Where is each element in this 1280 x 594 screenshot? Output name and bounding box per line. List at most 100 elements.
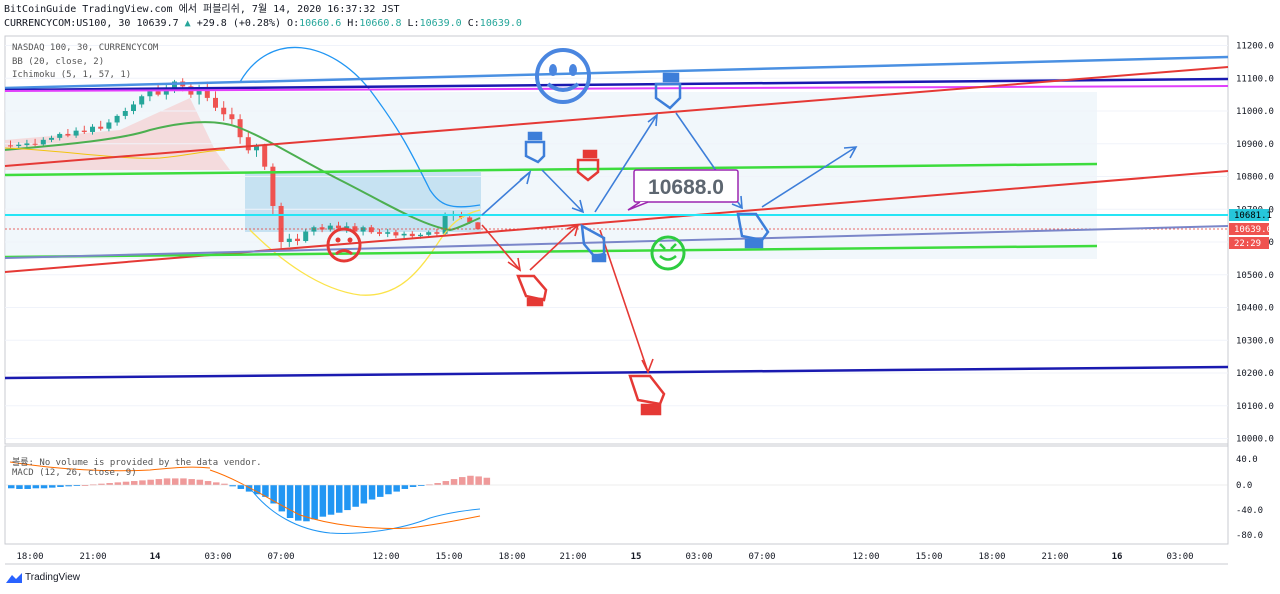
- time-tick-label: 07:00: [267, 552, 294, 562]
- bb-legend[interactable]: BB (20, close, 2): [12, 57, 105, 67]
- ichimoku-legend[interactable]: Ichimoku (5, 1, 57, 1): [12, 70, 132, 80]
- macd-bar: [467, 475, 474, 485]
- candle-body: [336, 225, 341, 229]
- macd-bar: [147, 479, 154, 485]
- candle-body: [81, 130, 87, 132]
- tradingview-logo[interactable]: TradingView: [6, 572, 80, 583]
- macd-bar: [163, 478, 171, 485]
- macd-bar: [16, 485, 23, 489]
- candle-body: [221, 107, 227, 115]
- macd-bar: [393, 485, 400, 492]
- change-arrow-icon: ▲: [184, 18, 191, 29]
- time-tick-label: 18:00: [978, 552, 1005, 562]
- time-tick-label: 14: [150, 552, 161, 562]
- candle-body: [434, 232, 440, 234]
- close-label: C:: [467, 18, 480, 29]
- macd-tick-label: 40.0: [1236, 455, 1258, 465]
- magenta-line: [4, 85, 1229, 92]
- macd-legend[interactable]: MACD (12, 26, close, 9): [12, 468, 137, 478]
- navy-resistance-line: [4, 77, 1229, 92]
- macd-bar: [73, 485, 81, 486]
- candle-body: [204, 88, 210, 98]
- svg-text:22:29: 22:29: [1234, 239, 1261, 249]
- time-tick-label: 12:00: [372, 552, 399, 562]
- time-axis-ticks[interactable]: 18:00 21:00 14 03:00 07:00 12:00 15:00 18:00 21:…: [16, 552, 1193, 562]
- candle-body: [139, 96, 145, 105]
- macd-bar: [114, 482, 122, 485]
- candle-body: [16, 144, 22, 147]
- macd-bar: [81, 485, 89, 486]
- macd-tick-label: 0.0: [1236, 481, 1252, 491]
- symbol-legend[interactable]: NASDAQ 100, 30, CURRENCYCOM: [12, 43, 159, 53]
- macd-bar: [311, 485, 318, 520]
- macd-bar: [459, 477, 466, 485]
- time-tick-label: 15:00: [915, 552, 942, 562]
- grin-face-icon: [650, 235, 686, 271]
- price-tick-label: 10900.0: [1236, 140, 1274, 150]
- macd-bar: [204, 481, 212, 485]
- open-label: O:: [287, 18, 300, 29]
- candle-body: [245, 137, 251, 151]
- low-label: L:: [407, 18, 420, 29]
- published-title: BitCoinGuide TradingView.com 에서 퍼블리쉬, 7월…: [4, 4, 400, 15]
- low-value: 10639.0: [419, 18, 462, 29]
- sad-face-icon: [326, 227, 362, 263]
- macd-bar: [139, 480, 146, 485]
- volume-legend[interactable]: 볼륨: No volume is provided by the data ve…: [12, 458, 262, 468]
- time-tick-label: 03:00: [204, 552, 231, 562]
- macd-bar: [180, 478, 187, 485]
- upper-blue-trendline: [4, 55, 1229, 90]
- candle-body: [229, 114, 235, 120]
- macd-bar: [32, 485, 40, 489]
- price-tag-red: 10639.0: [1229, 223, 1272, 235]
- macd-bar: [344, 485, 351, 511]
- symbol-label[interactable]: CURRENCYCOM:US100, 30: [4, 18, 131, 29]
- macd-bar: [49, 485, 56, 488]
- price-tag-cyan: 10681.1: [1229, 209, 1272, 221]
- macd-bar: [122, 481, 130, 485]
- macd-bar: [352, 485, 359, 507]
- svg-text:10639.0: 10639.0: [1234, 225, 1272, 235]
- price-tick-label: 11100.0: [1236, 74, 1274, 84]
- macd-bar: [237, 485, 245, 489]
- symbol-ohlc-line: CURRENCYCOM:US100, 30 10639.7 ▲ +29.8 (+…: [4, 18, 522, 30]
- macd-bar: [450, 479, 458, 485]
- macd-bar: [229, 485, 236, 487]
- time-tick-label: 07:00: [748, 552, 775, 562]
- candle-body: [147, 91, 153, 97]
- open-value: 10660.6: [299, 18, 342, 29]
- time-tick-label: 16: [1112, 552, 1123, 562]
- time-tick-label: 15: [631, 552, 642, 562]
- price-tick-label: 10300.0: [1236, 336, 1274, 346]
- candle-body: [163, 88, 169, 95]
- macd-signal-line: [209, 469, 481, 529]
- macd-bar: [172, 478, 179, 485]
- time-tag-red: 22:29: [1229, 237, 1269, 249]
- macd-bar: [254, 485, 261, 495]
- candle-body: [303, 231, 309, 242]
- macd-bar: [409, 485, 417, 487]
- candle-body: [475, 222, 481, 230]
- time-tick-label: 21:00: [1041, 552, 1068, 562]
- macd-line: [249, 487, 481, 534]
- candle-body: [467, 217, 473, 223]
- macd-bar: [327, 485, 335, 515]
- change-value: +29.8 (+0.28%): [196, 18, 282, 29]
- high-value: 10660.8: [359, 18, 402, 29]
- candle-body: [368, 227, 374, 233]
- lower-green-line: [4, 244, 1098, 259]
- time-tick-label: 18:00: [498, 552, 525, 562]
- bb-lower-line: [249, 209, 481, 296]
- candle-body: [106, 122, 112, 129]
- blue-hand-up-icon: [524, 131, 546, 164]
- macd-pane-frame: [4, 445, 1229, 545]
- macd-bar: [434, 483, 441, 485]
- price-callout[interactable]: 10688.0: [627, 169, 739, 211]
- candle-body: [385, 232, 391, 234]
- svg-text:10681.1: 10681.1: [1234, 211, 1272, 221]
- high-label: H:: [347, 18, 360, 29]
- upper-green-line: [4, 162, 1098, 177]
- time-tick-label: 18:00: [16, 552, 43, 562]
- candle-body: [401, 233, 407, 236]
